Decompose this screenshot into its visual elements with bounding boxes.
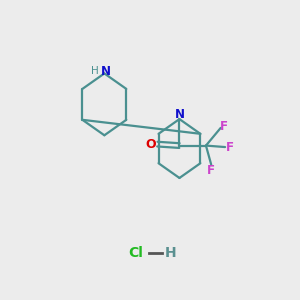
Text: H: H <box>165 246 176 260</box>
Text: N: N <box>174 108 184 121</box>
Text: O: O <box>146 138 156 151</box>
Text: H: H <box>91 66 99 76</box>
Text: F: F <box>220 120 228 133</box>
Text: F: F <box>226 141 233 154</box>
Text: Cl: Cl <box>128 246 143 260</box>
Text: F: F <box>207 164 215 176</box>
Text: N: N <box>101 64 111 78</box>
